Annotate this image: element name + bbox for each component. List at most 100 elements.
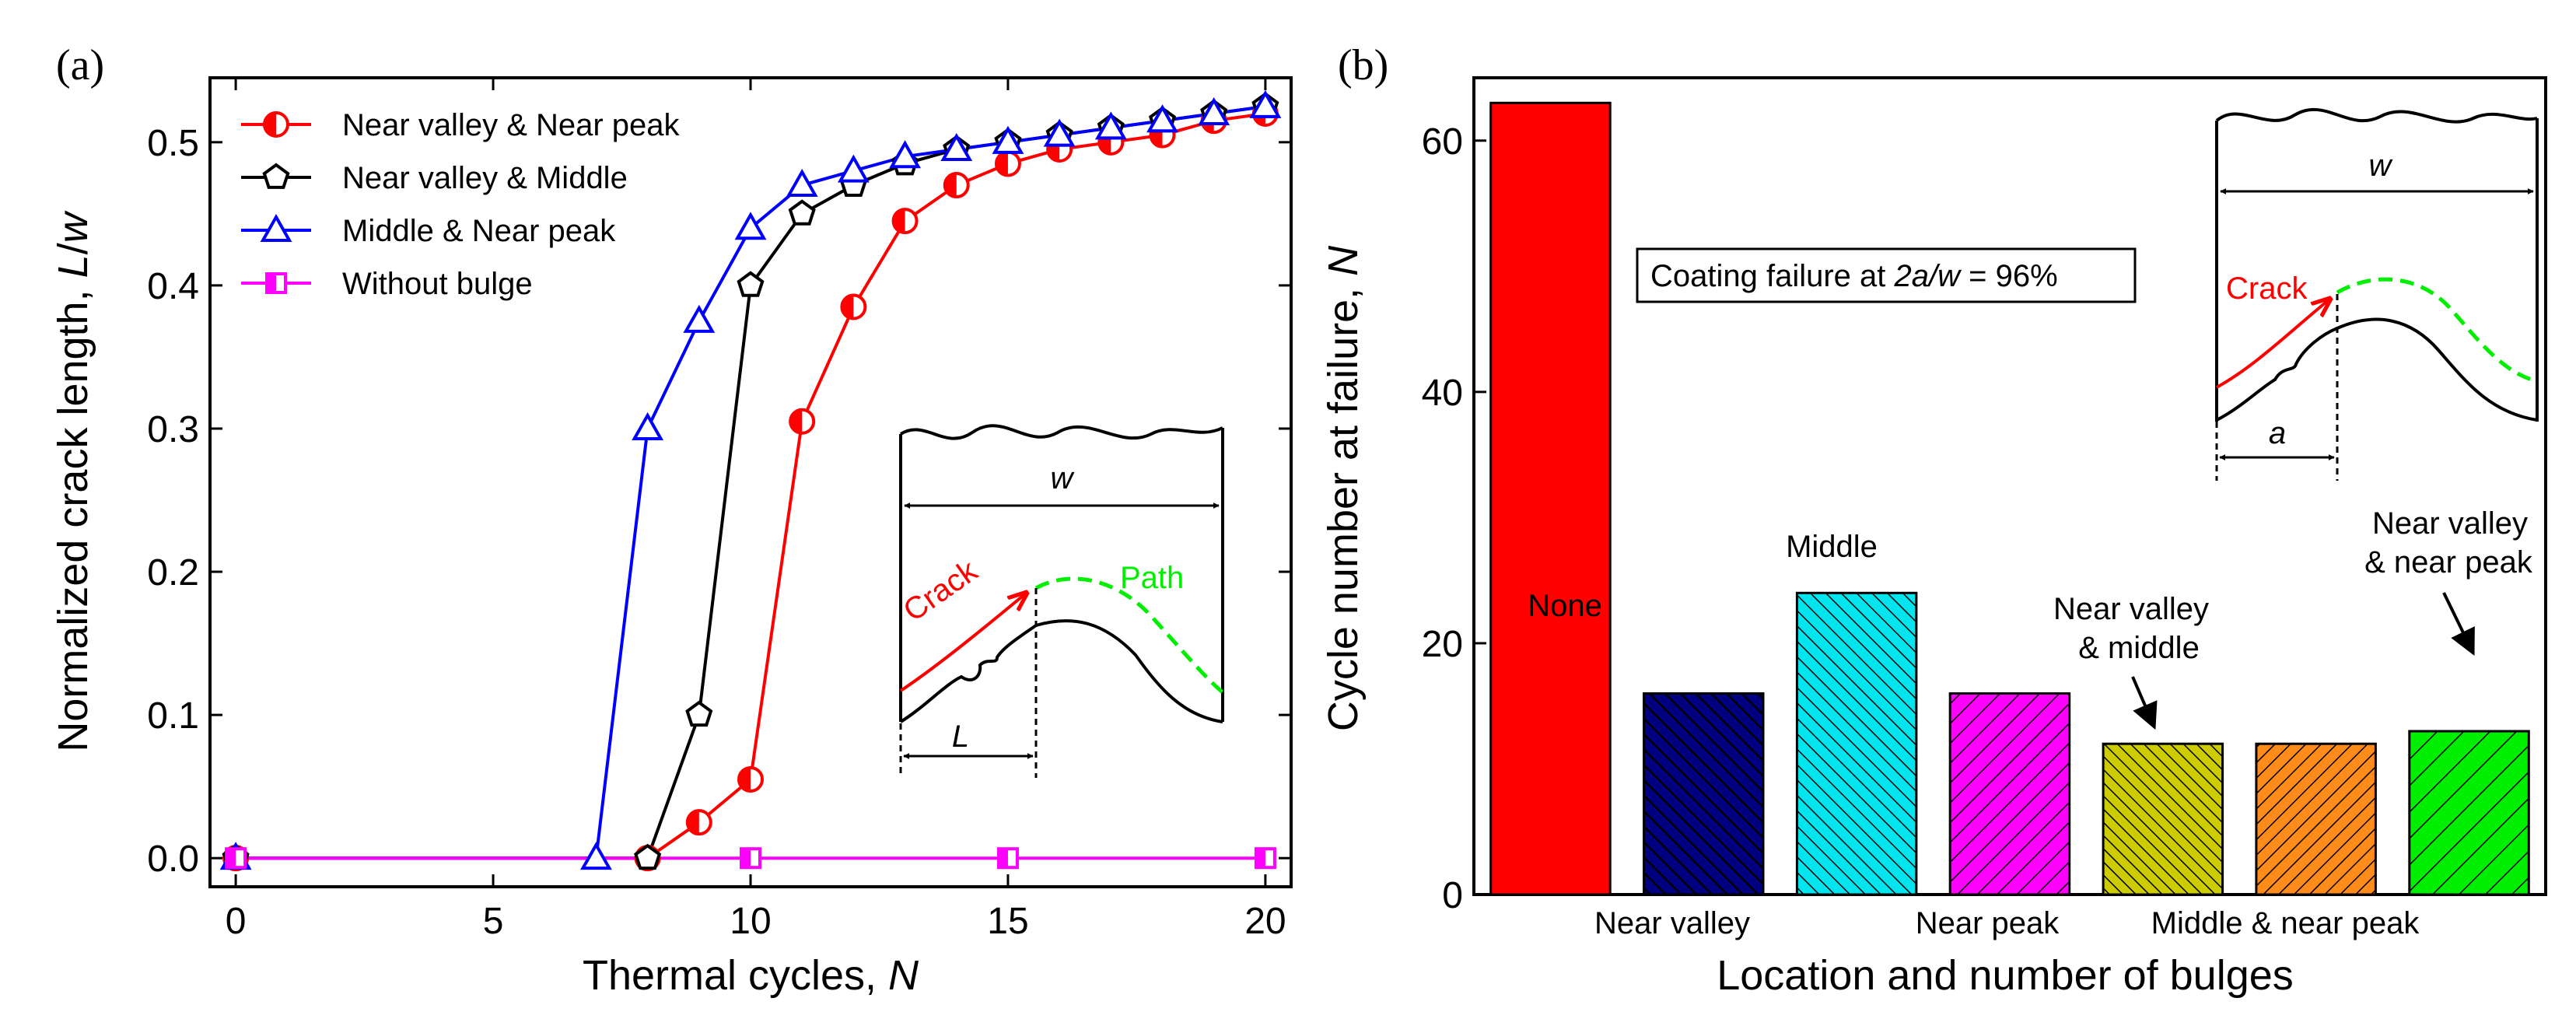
- y-tick-label: 0.1: [147, 695, 199, 737]
- y-tick-label: 60: [1422, 121, 1463, 163]
- panel-a: (a) 0 5 10 15 20 0.0 0.1 0.2 0.3 0.4 0.5 Thermal c…: [50, 41, 1293, 999]
- inset-path-dashed: [1034, 576, 1224, 694]
- inset-width-label: w: [1051, 461, 1076, 495]
- bar-label-none: None: [1528, 589, 1602, 623]
- legend-marker-half-square: [265, 272, 287, 294]
- panel-b: (b) 0 20 40 60 Cycle number at failure, N L…: [1320, 41, 2547, 999]
- bar-none: [1489, 101, 1612, 896]
- legend-item-near-valley-near-peak: Near valley & Near peak: [241, 108, 681, 142]
- legend-label: Near valley & Near peak: [342, 108, 681, 142]
- bar-label-middle-near-peak: Middle & near peak: [2151, 906, 2420, 940]
- bar-middle: [1795, 591, 1918, 896]
- bar-near-peak: [1948, 692, 2071, 896]
- data-point-middle-and-near-peak: [1043, 118, 1076, 147]
- data-point-middle-and-near-peak: [1198, 96, 1230, 126]
- data-point-middle-and-near-peak: [632, 411, 664, 440]
- panel-a-frame: [208, 76, 1293, 888]
- legend-marker-triangle: [260, 213, 292, 242]
- data-point-middle-and-near-peak: [992, 125, 1024, 154]
- legend-marker-near-valley-and-near-peak: [263, 111, 289, 138]
- data-point-near-valley-and-middle: [685, 700, 713, 727]
- bar-label-middle: Middle: [1786, 530, 1878, 564]
- inset-a-label: a: [2269, 416, 2286, 450]
- bar-label-near-valley-near-peak-line2: & near peak: [2364, 545, 2533, 580]
- panel-b-ticks: 0 20 40 60: [1422, 121, 1486, 916]
- arrow-near-valley-near-peak: [2442, 592, 2475, 657]
- legend-marker-middle-and-near-peak: [260, 213, 292, 242]
- inset-crack-label: Crack: [2226, 271, 2308, 306]
- legend-marker-without-bulge: [265, 272, 287, 294]
- legend-item-near-valley-middle: Near valley & Middle: [241, 161, 628, 195]
- legend-item-without-bulge: Without bulge: [241, 267, 533, 301]
- legend-marker-pentagon: [262, 163, 290, 189]
- data-point-middle-and-near-peak: [786, 168, 818, 198]
- panel-b-ylabel: Cycle number at failure, N: [1320, 245, 1367, 731]
- inset-crack-arrow: [2216, 299, 2330, 389]
- data-point-middle-and-near-peak: [837, 154, 870, 183]
- inset-width-label: w: [2369, 149, 2394, 183]
- inset-crack-label: Crack: [898, 553, 985, 629]
- data-point-without-bulge: [1254, 847, 1276, 870]
- panel-a-ylabel: Normalized crack length, L/w: [50, 210, 96, 751]
- inset-path-label: Path: [1120, 561, 1184, 595]
- panel-b-bars: [1489, 101, 2530, 896]
- inset-top-edge: [899, 424, 1223, 440]
- legend-label: Without bulge: [342, 267, 533, 301]
- data-point-middle-and-near-peak: [1094, 111, 1127, 140]
- inset-bottom-edge: [2216, 317, 2538, 422]
- bar-near-valley-and-near-peak: [2408, 730, 2530, 896]
- x-tick-label: 15: [987, 901, 1028, 942]
- bar-middle-and-near-peak: [2255, 742, 2377, 896]
- legend-label: Middle & Near peak: [342, 214, 616, 248]
- y-tick-label: 0.0: [147, 839, 199, 880]
- inset-length-label: L: [952, 720, 969, 754]
- y-tick-label: 0.2: [147, 552, 199, 594]
- bar-label-near-peak: Near peak: [1916, 906, 2060, 940]
- coating-failure-box: [1636, 247, 2137, 303]
- inset-bottom-edge: [899, 619, 1223, 723]
- arrow-near-valley-middle: [2131, 676, 2158, 730]
- data-point-middle-and-near-peak: [940, 132, 973, 162]
- x-tick-label: 5: [483, 901, 504, 942]
- y-tick-label: 0.5: [147, 123, 199, 164]
- data-point-middle-and-near-peak: [734, 212, 767, 240]
- data-point-middle-and-near-peak: [579, 842, 612, 870]
- panel-b-xlabel: Location and number of bulges: [1717, 952, 2294, 999]
- y-tick-label: 40: [1422, 373, 1463, 414]
- panel-a-series-markers: [219, 89, 1282, 872]
- panel-a-ticks: 0 5 10 15 20 0.0 0.1 0.2 0.3 0.4 0.5: [147, 78, 1291, 942]
- x-tick-label: 20: [1244, 901, 1286, 942]
- inset-top-edge: [2215, 107, 2538, 124]
- panel-a-label: (a): [56, 41, 104, 89]
- legend-label: Near valley & Middle: [342, 161, 628, 195]
- data-point-near-valley-and-near-peak: [737, 765, 764, 793]
- inset-crack-arrow: [899, 593, 1027, 692]
- data-point-near-valley-and-near-peak: [943, 172, 970, 199]
- y-tick-label: 0.4: [147, 266, 199, 307]
- panel-a-inset-schematic: w Crack Path L: [898, 424, 1224, 778]
- data-point-middle-and-near-peak: [683, 304, 716, 333]
- data-point-near-valley-and-near-peak: [840, 293, 867, 320]
- x-tick-label: 0: [226, 901, 247, 942]
- data-point-near-valley-and-middle: [788, 199, 816, 226]
- inset-path-dashed: [2336, 277, 2538, 383]
- data-point-near-valley-and-near-peak: [994, 150, 1021, 177]
- coating-failure-annotation: Coating failure at 2a/w = 96%: [1650, 259, 2058, 293]
- data-point-middle-and-near-peak: [1146, 104, 1178, 133]
- panel-b-label: (b): [1338, 41, 1388, 89]
- panel-a-legend: Near valley & Near peak Near valley & Mi…: [241, 108, 681, 301]
- y-tick-label: 0: [1442, 875, 1463, 916]
- data-point-near-valley-and-near-peak: [789, 408, 816, 435]
- data-point-middle-and-near-peak: [1249, 89, 1282, 118]
- y-tick-label: 0.3: [147, 409, 199, 450]
- bar-label-near-valley-near-peak-line1: Near valley: [2372, 506, 2528, 541]
- y-tick-label: 20: [1422, 624, 1463, 665]
- panel-a-xlabel: Thermal cycles, N: [583, 952, 919, 999]
- data-point-near-valley-and-near-peak: [685, 809, 712, 836]
- panel-b-inset-schematic: w Crack a: [2215, 107, 2539, 481]
- x-tick-label: 10: [730, 901, 771, 942]
- bar-label-near-valley-middle-line2: & middle: [2078, 631, 2200, 665]
- data-point-near-valley-and-middle: [634, 843, 662, 870]
- legend-marker-half-circle: [263, 111, 289, 138]
